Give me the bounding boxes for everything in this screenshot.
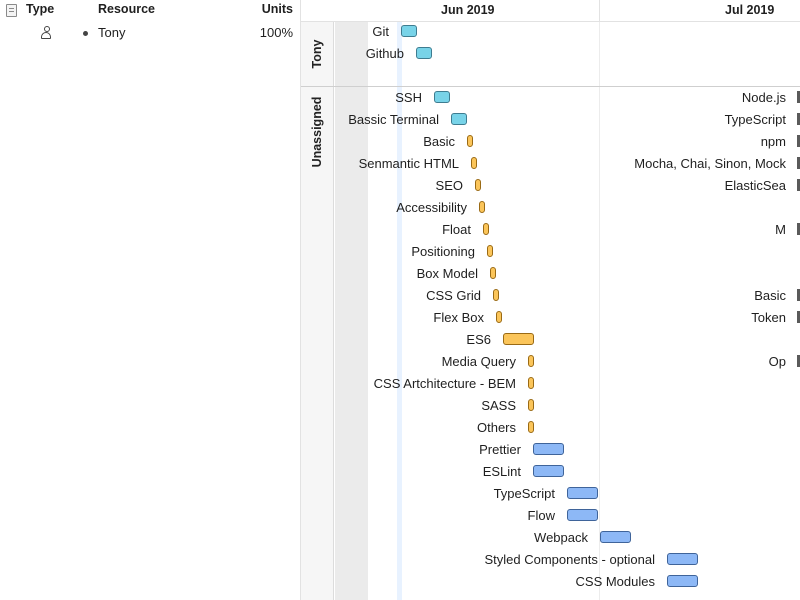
task-label[interactable]: Basic: [423, 134, 455, 149]
task-bar[interactable]: [528, 399, 534, 411]
task-bar[interactable]: [471, 157, 477, 169]
task-label[interactable]: Positioning: [411, 244, 475, 259]
resource-units[interactable]: 100%: [259, 25, 293, 40]
month-divider: [599, 0, 600, 21]
task-label[interactable]: SSH: [395, 90, 422, 105]
gantt-chart: Jun 2019 Jul 2019 Tony Unassigned Git Git…: [301, 0, 800, 600]
task-label[interactable]: Accessibility: [396, 200, 467, 215]
task-bar[interactable]: [493, 289, 499, 301]
task-bar[interactable]: [797, 179, 800, 191]
task-bar[interactable]: [434, 91, 450, 103]
month-label-jul: Jul 2019: [725, 3, 775, 17]
task-bar[interactable]: [797, 157, 800, 169]
group-column-unassigned-continued: [301, 177, 334, 600]
resource-column-header[interactable]: Resource: [98, 2, 155, 16]
task-label[interactable]: Node.js: [741, 90, 786, 105]
bullet-icon: [83, 31, 88, 36]
task-bar[interactable]: [528, 421, 534, 433]
task-label[interactable]: CSS Grid: [426, 288, 481, 303]
task-bar[interactable]: [528, 355, 534, 367]
group-column-unassigned[interactable]: Unassigned: [301, 87, 334, 177]
task-label[interactable]: CSS Artchitecture - BEM: [373, 376, 516, 391]
task-label[interactable]: Box Model: [416, 266, 478, 281]
task-bar[interactable]: [797, 135, 800, 147]
resource-row-tony[interactable]: Tony 100%: [0, 21, 300, 43]
task-label[interactable]: TypeScript: [493, 486, 555, 501]
group-column-tony[interactable]: Tony: [301, 22, 334, 86]
resource-panel: Type Resource Units Tony 100%: [0, 0, 300, 600]
task-bar[interactable]: [401, 25, 417, 37]
task-label[interactable]: Styled Components - optional: [484, 552, 655, 567]
task-label[interactable]: Senmantic HTML: [358, 156, 459, 171]
task-bar[interactable]: [797, 113, 800, 125]
group-label: Unassigned: [310, 96, 324, 168]
timescale-header: Jun 2019 Jul 2019: [301, 0, 800, 22]
task-bar[interactable]: [483, 223, 489, 235]
task-label[interactable]: Float: [442, 222, 471, 237]
task-label[interactable]: ESLint: [482, 464, 521, 479]
task-bar[interactable]: [797, 355, 800, 367]
task-bar[interactable]: [600, 531, 631, 543]
task-bar[interactable]: [479, 201, 485, 213]
task-bar[interactable]: [467, 135, 473, 147]
task-bar[interactable]: [797, 289, 800, 301]
group-separator: [301, 86, 800, 87]
task-bar[interactable]: [567, 509, 598, 521]
task-label[interactable]: Others: [476, 420, 516, 435]
task-bar[interactable]: [797, 311, 800, 323]
task-label[interactable]: Op: [768, 354, 786, 369]
task-label[interactable]: ES6: [466, 332, 491, 347]
task-label[interactable]: Mocha, Chai, Sinon, Mock: [634, 156, 786, 171]
task-bar[interactable]: [567, 487, 598, 499]
task-bar[interactable]: [490, 267, 496, 279]
task-label[interactable]: Basic: [754, 288, 786, 303]
task-label[interactable]: Token: [751, 310, 786, 325]
task-bar[interactable]: [496, 311, 502, 323]
units-column-header[interactable]: Units: [261, 2, 293, 16]
panel-divider[interactable]: [300, 0, 301, 600]
task-bar[interactable]: [797, 223, 800, 235]
task-bar[interactable]: [503, 333, 534, 345]
group-label: Tony: [310, 39, 324, 69]
type-column-header[interactable]: Type: [26, 2, 55, 16]
task-bar[interactable]: [533, 443, 564, 455]
non-working-time-shading: [335, 22, 368, 600]
task-bar[interactable]: [475, 179, 481, 191]
today-indicator: [397, 22, 402, 600]
resource-table-header: Type Resource Units: [0, 0, 300, 21]
task-label[interactable]: Media Query: [441, 354, 516, 369]
task-label[interactable]: Github: [365, 46, 404, 61]
task-bar[interactable]: [487, 245, 493, 257]
task-label[interactable]: ElasticSea: [724, 178, 786, 193]
task-label[interactable]: TypeScript: [724, 112, 786, 127]
task-bar[interactable]: [416, 47, 432, 59]
task-label[interactable]: M: [775, 222, 786, 237]
task-bar[interactable]: [451, 113, 467, 125]
task-bar[interactable]: [797, 91, 800, 103]
task-label[interactable]: Bassic Terminal: [348, 112, 439, 127]
task-bar[interactable]: [667, 575, 698, 587]
task-label[interactable]: Flex Box: [433, 310, 484, 325]
task-label[interactable]: CSS Modules: [575, 574, 655, 589]
task-label[interactable]: Prettier: [479, 442, 521, 457]
task-bar[interactable]: [667, 553, 698, 565]
notes-column-icon[interactable]: [6, 4, 17, 17]
task-label[interactable]: SASS: [481, 398, 516, 413]
task-label[interactable]: SEO: [435, 178, 463, 193]
person-icon: [41, 26, 51, 39]
task-label[interactable]: Webpack: [534, 530, 588, 545]
task-label[interactable]: npm: [760, 134, 786, 149]
task-bar[interactable]: [528, 377, 534, 389]
task-label[interactable]: Git: [372, 24, 389, 39]
resource-name[interactable]: Tony: [98, 25, 126, 40]
month-label-jun: Jun 2019: [441, 3, 495, 17]
task-label[interactable]: Flow: [527, 508, 555, 523]
task-bar[interactable]: [533, 465, 564, 477]
month-gridline: [599, 22, 600, 600]
